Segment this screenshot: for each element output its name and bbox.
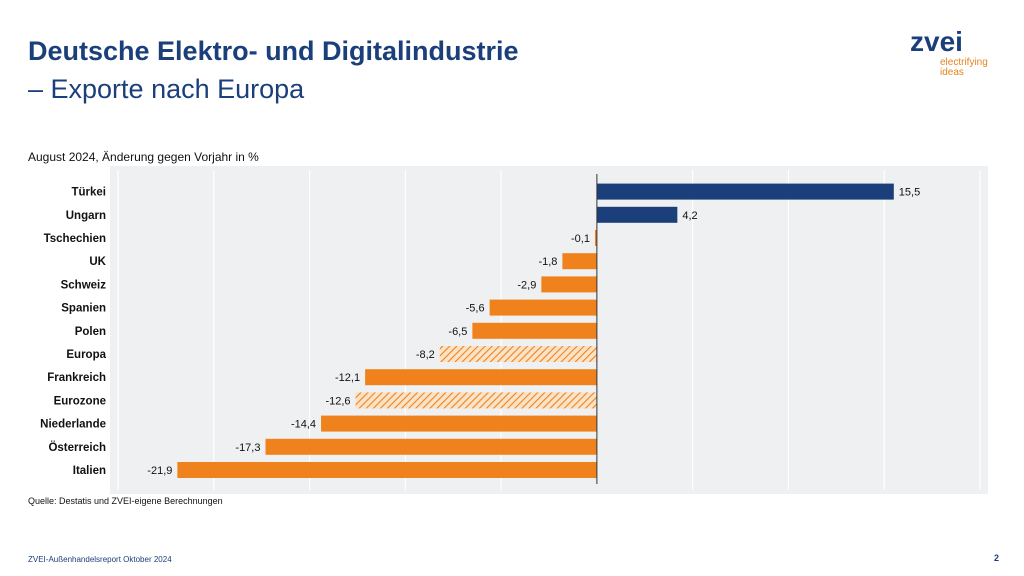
footer-report: ZVEI-Außenhandelsreport Oktober 2024 (28, 555, 172, 564)
value-label: -21,9 (147, 465, 172, 477)
zvei-logo: zvei electrifying ideas (910, 28, 1000, 88)
category-label: Europa (66, 349, 106, 361)
category-label: Eurozone (54, 395, 106, 407)
value-label: -5,6 (466, 303, 485, 315)
value-label: -1,8 (538, 256, 557, 268)
value-label: 15,5 (899, 187, 920, 199)
bars (177, 183, 894, 478)
grid-lines (117, 170, 981, 490)
category-label: Ungarn (66, 210, 106, 222)
page-number: 2 (994, 553, 1000, 563)
category-label: Polen (75, 326, 106, 338)
bar-schweiz (541, 276, 597, 293)
category-label: Türkei (71, 187, 106, 199)
bar-uk (562, 253, 597, 270)
bar-türkei (596, 183, 894, 200)
bar-italien (177, 462, 597, 478)
bar-tschechien (594, 230, 597, 246)
logo-tagline-2: ideas (940, 67, 964, 78)
category-label: Niederlande (40, 419, 106, 431)
bar-spanien (489, 299, 597, 316)
bar-eurozone (355, 392, 597, 409)
value-label: -12,1 (335, 372, 360, 384)
chart: Türkei 15,5 Ungarn 4,2 Tschechien -0,1 UK -1,8 S… (28, 166, 988, 494)
logo-word: zvei (910, 26, 963, 57)
category-label: Schweiz (61, 279, 107, 291)
category-label: Tschechien (44, 233, 106, 245)
labels: Türkei 15,5 Ungarn 4,2 Tschechien -0,1 UK -1,8 S… (40, 174, 920, 484)
value-label: -12,6 (325, 395, 350, 407)
category-label: Italien (73, 465, 106, 477)
bar-chart: Türkei 15,5 Ungarn 4,2 Tschechien -0,1 UK -1,8 S… (40, 166, 988, 494)
value-label: -2,9 (517, 279, 536, 291)
category-label: Österreich (48, 441, 106, 454)
category-label: Frankreich (47, 372, 106, 384)
chart-caption: August 2024, Änderung gegen Vorjahr in % (28, 150, 259, 164)
source-note: Quelle: Destatis und ZVEI-eigene Berechn… (28, 496, 223, 506)
category-label: Spanien (61, 303, 106, 315)
value-label: -0,1 (571, 233, 590, 245)
bar-ungarn (596, 206, 678, 223)
value-label: 4,2 (682, 210, 697, 222)
page-subtitle: – Exporte nach Europa (28, 74, 305, 104)
bar-österreich (265, 438, 597, 455)
bar-europa (439, 346, 597, 362)
value-label: -6,5 (448, 326, 467, 338)
bar-frankreich (365, 369, 597, 386)
bar-niederlande (321, 415, 597, 432)
category-label: UK (89, 256, 106, 268)
value-label: -17,3 (235, 442, 260, 454)
value-label: -8,2 (416, 349, 435, 361)
logo-tagline-1: electrifying (940, 57, 988, 68)
value-label: -14,4 (291, 419, 316, 431)
page-title: Deutsche Elektro- und Digitalindustrie (28, 36, 519, 66)
bar-polen (472, 322, 597, 339)
